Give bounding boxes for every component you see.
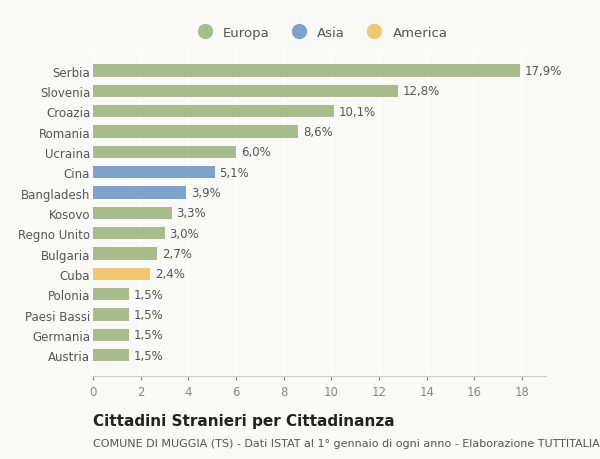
Bar [93,329,129,341]
Text: COMUNE DI MUGGIA (TS) - Dati ISTAT al 1° gennaio di ogni anno - Elaborazione TUT: COMUNE DI MUGGIA (TS) - Dati ISTAT al 1°… [93,438,600,448]
Bar [93,126,298,138]
Bar [93,187,186,199]
Bar [93,268,150,280]
Bar [93,85,398,98]
Text: 17,9%: 17,9% [524,65,562,78]
Text: 3,0%: 3,0% [169,227,199,240]
Bar [93,289,129,301]
Text: 12,8%: 12,8% [403,85,440,98]
Text: 3,9%: 3,9% [191,187,221,200]
Text: 8,6%: 8,6% [303,126,332,139]
Text: Cittadini Stranieri per Cittadinanza: Cittadini Stranieri per Cittadinanza [93,413,395,428]
Legend: Europa, Asia, America: Europa, Asia, America [186,21,453,45]
Text: 5,1%: 5,1% [220,166,249,179]
Bar [93,248,157,260]
Text: 1,5%: 1,5% [134,288,163,301]
Text: 2,4%: 2,4% [155,268,185,281]
Text: 1,5%: 1,5% [134,329,163,341]
Bar [93,106,334,118]
Bar [93,207,172,219]
Text: 1,5%: 1,5% [134,308,163,321]
Text: 10,1%: 10,1% [338,106,376,118]
Text: 3,3%: 3,3% [176,207,206,220]
Bar [93,146,236,159]
Bar [93,349,129,362]
Bar [93,309,129,321]
Text: 1,5%: 1,5% [134,349,163,362]
Bar [93,65,520,78]
Bar [93,167,215,179]
Text: 6,0%: 6,0% [241,146,271,159]
Bar [93,228,164,240]
Text: 2,7%: 2,7% [162,247,192,261]
